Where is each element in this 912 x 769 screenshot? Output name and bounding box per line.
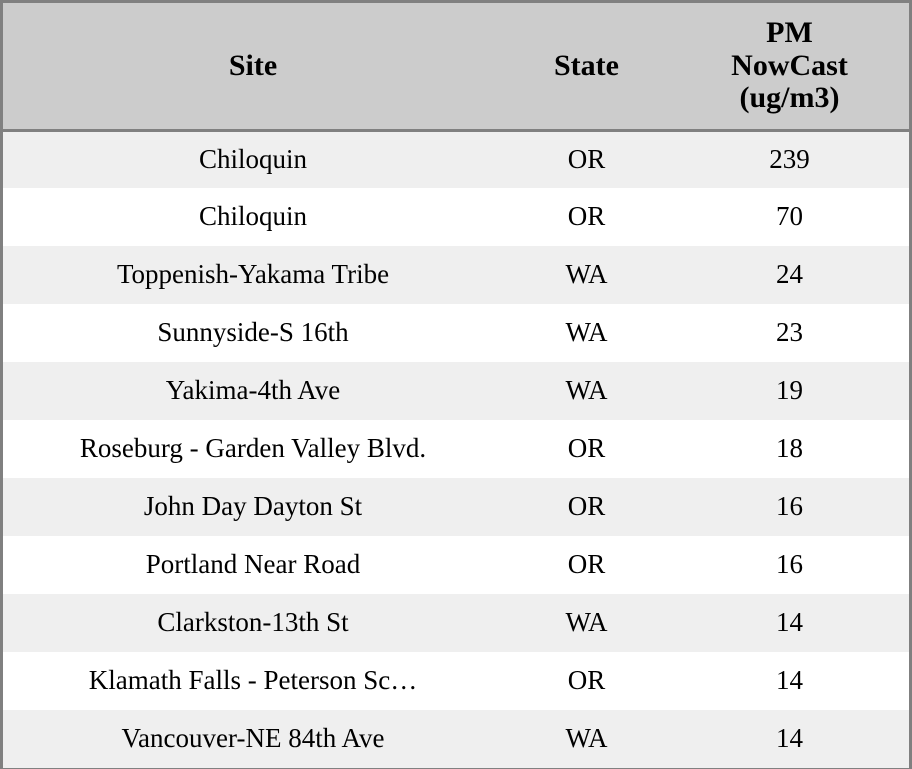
cell-pm-nowcast: 14 <box>776 723 803 754</box>
cell-pm-nowcast: 239 <box>769 143 810 174</box>
table-row[interactable]: Klamath Falls - Peterson Sc… OR 14 <box>3 652 909 710</box>
cell-state: OR <box>567 433 606 464</box>
cell-site: Chiloquin <box>198 201 307 232</box>
cell-pm-nowcast: 24 <box>776 259 803 290</box>
table-header: Site State PM NowCast (ug/m3) <box>3 3 909 132</box>
cell-state: OR <box>567 201 606 232</box>
table-row[interactable]: Chiloquin OR 70 <box>3 188 909 246</box>
table-row[interactable]: Roseburg - Garden Valley Blvd. OR 18 <box>3 420 909 478</box>
cell-pm-nowcast: 16 <box>776 491 803 522</box>
table-row[interactable]: Vancouver-NE 84th Ave WA 14 <box>3 710 909 768</box>
cell-site: Roseburg - Garden Valley Blvd. <box>79 433 427 464</box>
table-row[interactable]: Toppenish-Yakama Tribe WA 24 <box>3 246 909 304</box>
cell-site: Vancouver-NE 84th Ave <box>121 723 385 754</box>
table-row[interactable]: Clarkston-13th St WA 14 <box>3 594 909 652</box>
cell-state: OR <box>567 143 606 174</box>
cell-pm-nowcast: 18 <box>776 433 803 464</box>
cell-pm-nowcast: 70 <box>776 201 803 232</box>
table-header-row: Site State PM NowCast (ug/m3) <box>3 3 909 132</box>
cell-site: Sunnyside-S 16th <box>157 317 349 348</box>
cell-site: Portland Near Road <box>145 549 361 580</box>
cell-pm-nowcast: 23 <box>776 317 803 348</box>
cell-site: John Day Dayton St <box>143 491 363 522</box>
cell-site: Clarkston-13th St <box>157 607 349 638</box>
cell-state: OR <box>567 665 606 696</box>
column-header-state[interactable]: State <box>503 3 670 132</box>
table-row[interactable]: Sunnyside-S 16th WA 23 <box>3 304 909 362</box>
cell-state: WA <box>565 607 608 638</box>
cell-site: Klamath Falls - Peterson Sc… <box>88 665 418 696</box>
cell-state: WA <box>565 723 608 754</box>
cell-pm-nowcast: 14 <box>776 607 803 638</box>
cell-pm-nowcast: 14 <box>776 665 803 696</box>
cell-state: WA <box>565 259 608 290</box>
table-row[interactable]: Chiloquin OR 239 <box>3 130 909 188</box>
cell-pm-nowcast: 19 <box>776 375 803 406</box>
cell-site: Yakima-4th Ave <box>165 375 341 406</box>
cell-site: Chiloquin <box>198 143 307 174</box>
pm-nowcast-table: Site State PM NowCast (ug/m3) Chiloquin O… <box>3 3 909 768</box>
cell-state: WA <box>565 317 608 348</box>
cell-state: OR <box>567 549 606 580</box>
cell-state: OR <box>567 491 606 522</box>
table-row[interactable]: Portland Near Road OR 16 <box>3 536 909 594</box>
table-body: Chiloquin OR 239 Chiloquin OR 70 Toppenish-Yak… <box>3 130 909 768</box>
column-header-pm-nowcast[interactable]: PM NowCast (ug/m3) <box>670 3 909 132</box>
table-row[interactable]: John Day Dayton St OR 16 <box>3 478 909 536</box>
cell-site: Toppenish-Yakama Tribe <box>116 259 390 290</box>
cell-state: WA <box>565 375 608 406</box>
table-row[interactable]: Yakima-4th Ave WA 19 <box>3 362 909 420</box>
column-header-site[interactable]: Site <box>3 3 503 132</box>
cell-pm-nowcast: 16 <box>776 549 803 580</box>
